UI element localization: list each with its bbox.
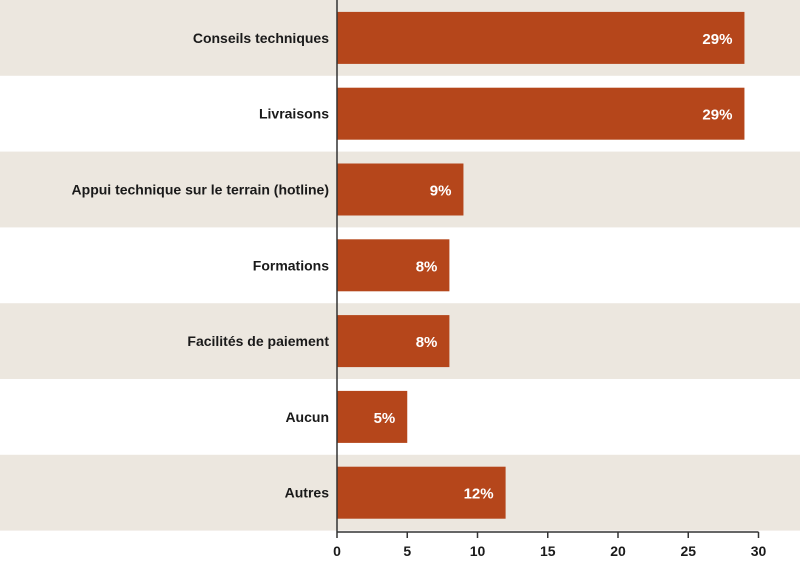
category-label: Appui technique sur le terrain (hotline) <box>72 182 329 198</box>
category-label: Conseils techniques <box>193 30 329 46</box>
bar <box>337 466 506 519</box>
bar-value-label: 29% <box>702 107 732 124</box>
category-label: Aucun <box>285 409 329 425</box>
x-tick-label: 15 <box>540 543 556 559</box>
bar-value-label: 5% <box>374 410 396 427</box>
bar-value-label: 9% <box>430 183 452 200</box>
category-label: Facilités de paiement <box>187 333 329 349</box>
bars <box>337 11 745 519</box>
category-label: Formations <box>253 257 329 273</box>
bar-value-label: 8% <box>416 258 438 275</box>
bar <box>337 11 745 64</box>
bar <box>337 163 464 216</box>
x-tick-label: 5 <box>403 543 411 559</box>
bar <box>337 87 745 140</box>
bar-value-label: 29% <box>702 31 732 48</box>
bar <box>337 315 450 368</box>
bar-value-label: 12% <box>464 486 494 503</box>
x-tick-label: 10 <box>470 543 486 559</box>
value-labels: 29% 29% 9% 8% 8% 5% 12% <box>374 31 733 503</box>
bar <box>337 239 450 292</box>
bar-value-label: 8% <box>416 334 438 351</box>
category-labels: Conseils techniques Livraisons Appui techn… <box>72 30 330 501</box>
x-axis-ticks: 0 5 10 15 20 25 30 <box>333 532 766 559</box>
x-tick-label: 25 <box>680 543 696 559</box>
x-tick-label: 30 <box>751 543 767 559</box>
bar <box>337 390 408 443</box>
x-tick-label: 0 <box>333 543 341 559</box>
category-label: Livraisons <box>259 106 329 122</box>
category-label: Autres <box>285 485 330 501</box>
x-tick-label: 20 <box>610 543 626 559</box>
